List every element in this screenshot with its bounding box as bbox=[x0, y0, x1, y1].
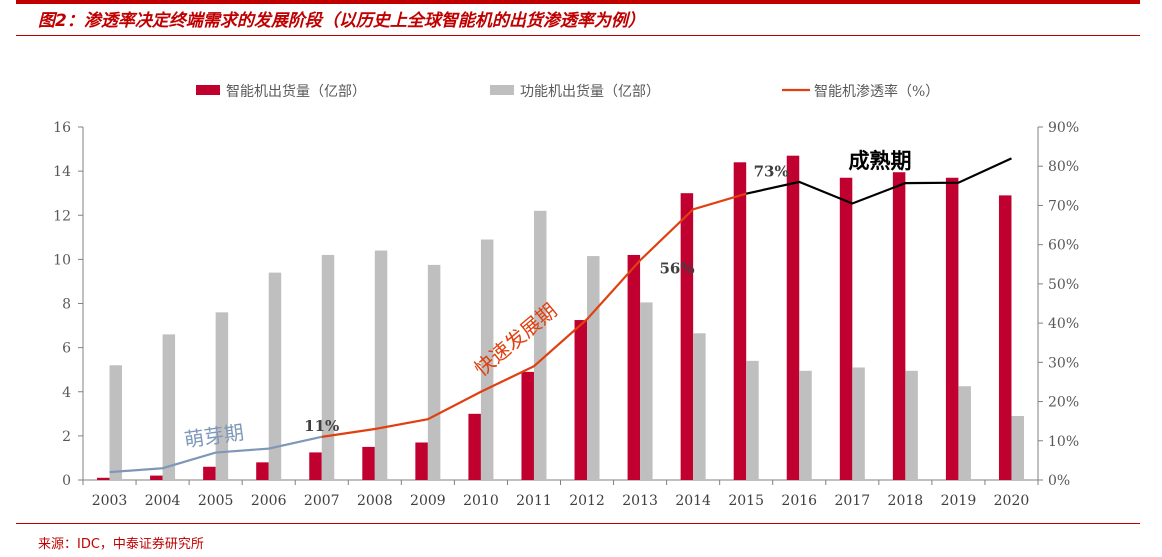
phase-label-mature: 成熟期 bbox=[849, 148, 912, 173]
legend-label-smartphone: 智能机出货量（亿部） bbox=[226, 83, 366, 100]
feature-phone-bar bbox=[480, 239, 494, 480]
top-rule bbox=[16, 0, 1140, 4]
right-tick-label: 60% bbox=[1048, 238, 1079, 254]
right-tick-label: 20% bbox=[1048, 395, 1079, 411]
label-2013: 56% bbox=[660, 259, 695, 277]
source-rule bbox=[16, 523, 1140, 524]
right-tick-label: 10% bbox=[1048, 434, 1079, 450]
x-tick-label: 2015 bbox=[728, 493, 764, 509]
feature-phone-bar bbox=[162, 334, 176, 480]
smartphone-bar bbox=[892, 172, 906, 480]
x-tick-label: 2017 bbox=[834, 493, 870, 509]
smartphone-bar bbox=[733, 162, 747, 481]
phase-label-emerging: 萌芽期 bbox=[183, 420, 246, 452]
feature-phone-bar bbox=[374, 250, 388, 480]
x-tick-label: 2010 bbox=[463, 493, 499, 509]
label-2015: 73% bbox=[754, 163, 789, 181]
feature-phone-bar bbox=[533, 210, 547, 480]
smartphone-bar bbox=[627, 254, 641, 480]
x-tick-label: 2018 bbox=[888, 493, 924, 509]
feature-phone-bar bbox=[1011, 416, 1024, 480]
x-tick-label: 2007 bbox=[304, 493, 340, 509]
source-note: 来源：IDC，中泰证券研究所 bbox=[38, 537, 204, 552]
feature-phone-bar bbox=[587, 256, 600, 480]
smartphone-bar bbox=[97, 477, 110, 480]
left-tick-label: 6 bbox=[62, 341, 71, 357]
x-tick-label: 2013 bbox=[622, 493, 658, 509]
feature-phone-bar bbox=[215, 312, 229, 480]
smartphone-bar bbox=[468, 413, 481, 480]
x-tick-label: 2006 bbox=[251, 493, 287, 509]
smartphone-bar bbox=[150, 475, 163, 480]
feature-phone-bar bbox=[905, 370, 918, 480]
feature-phone-bar bbox=[640, 302, 653, 480]
smartphone-bar bbox=[309, 452, 322, 480]
x-tick-label: 2011 bbox=[516, 493, 552, 509]
smartphone-bar bbox=[203, 466, 216, 480]
smartphone-bar bbox=[998, 195, 1012, 481]
legend-swatch-smartphone bbox=[196, 85, 220, 95]
smartphone-bar bbox=[415, 442, 428, 480]
right-tick-label: 70% bbox=[1048, 198, 1079, 214]
penetration-line-segment bbox=[109, 435, 322, 474]
left-tick-label: 0 bbox=[62, 473, 71, 489]
feature-phone-bar bbox=[268, 272, 282, 480]
x-tick-label: 2020 bbox=[994, 493, 1030, 509]
legend-swatch-feature-phone bbox=[490, 85, 514, 95]
x-tick-label: 2012 bbox=[569, 493, 605, 509]
x-tick-label: 2016 bbox=[781, 493, 817, 509]
feature-phone-bar bbox=[958, 386, 971, 480]
right-tick-label: 40% bbox=[1048, 316, 1079, 332]
feature-phone-bar bbox=[852, 367, 865, 480]
smartphone-bar bbox=[362, 446, 375, 480]
smartphone-bar bbox=[256, 462, 269, 480]
left-tick-label: 12 bbox=[53, 208, 71, 224]
left-tick-label: 2 bbox=[62, 429, 71, 445]
smartphone-bar bbox=[521, 371, 534, 480]
right-tick-label: 80% bbox=[1048, 159, 1079, 175]
smartphone-bar bbox=[680, 193, 694, 480]
smartphone-bar bbox=[786, 155, 800, 480]
left-tick-label: 14 bbox=[53, 164, 71, 180]
x-tick-label: 2004 bbox=[145, 493, 181, 509]
left-tick-label: 16 bbox=[53, 120, 71, 136]
x-tick-label: 2003 bbox=[92, 493, 128, 509]
smartphone-bar bbox=[574, 320, 588, 480]
right-tick-label: 0% bbox=[1048, 473, 1070, 489]
feature-phone-bar bbox=[799, 370, 812, 480]
feature-phone-bar bbox=[427, 264, 441, 480]
legend-label-penetration: 智能机渗透率（%） bbox=[814, 83, 939, 100]
smartphone-bar bbox=[945, 177, 959, 480]
legend-label-feature-phone: 功能机出货量（亿部） bbox=[520, 83, 660, 100]
right-tick-label: 90% bbox=[1048, 120, 1079, 136]
left-tick-label: 4 bbox=[62, 385, 71, 401]
title-rule bbox=[16, 35, 1140, 36]
feature-phone-bar bbox=[321, 254, 335, 480]
x-tick-label: 2009 bbox=[410, 493, 446, 509]
x-tick-label: 2008 bbox=[357, 493, 393, 509]
x-tick-label: 2014 bbox=[675, 493, 711, 509]
figure-title: 图2：渗透率决定终端需求的发展阶段（以历史上全球智能机的出货渗透率为例） bbox=[38, 11, 645, 31]
x-tick-label: 2019 bbox=[941, 493, 977, 509]
x-tick-label: 2005 bbox=[198, 493, 234, 509]
feature-phone-bar bbox=[109, 365, 123, 480]
label-2007: 11% bbox=[304, 417, 339, 435]
penetration-line-segment bbox=[321, 192, 747, 438]
right-tick-label: 30% bbox=[1048, 355, 1079, 371]
left-tick-label: 10 bbox=[53, 252, 71, 268]
left-tick-label: 8 bbox=[62, 297, 71, 313]
penetration-line-segment bbox=[745, 157, 1012, 205]
right-tick-label: 50% bbox=[1048, 277, 1079, 293]
smartphone-bar bbox=[839, 177, 853, 480]
feature-phone-bar bbox=[693, 333, 706, 480]
feature-phone-bar bbox=[746, 360, 759, 480]
